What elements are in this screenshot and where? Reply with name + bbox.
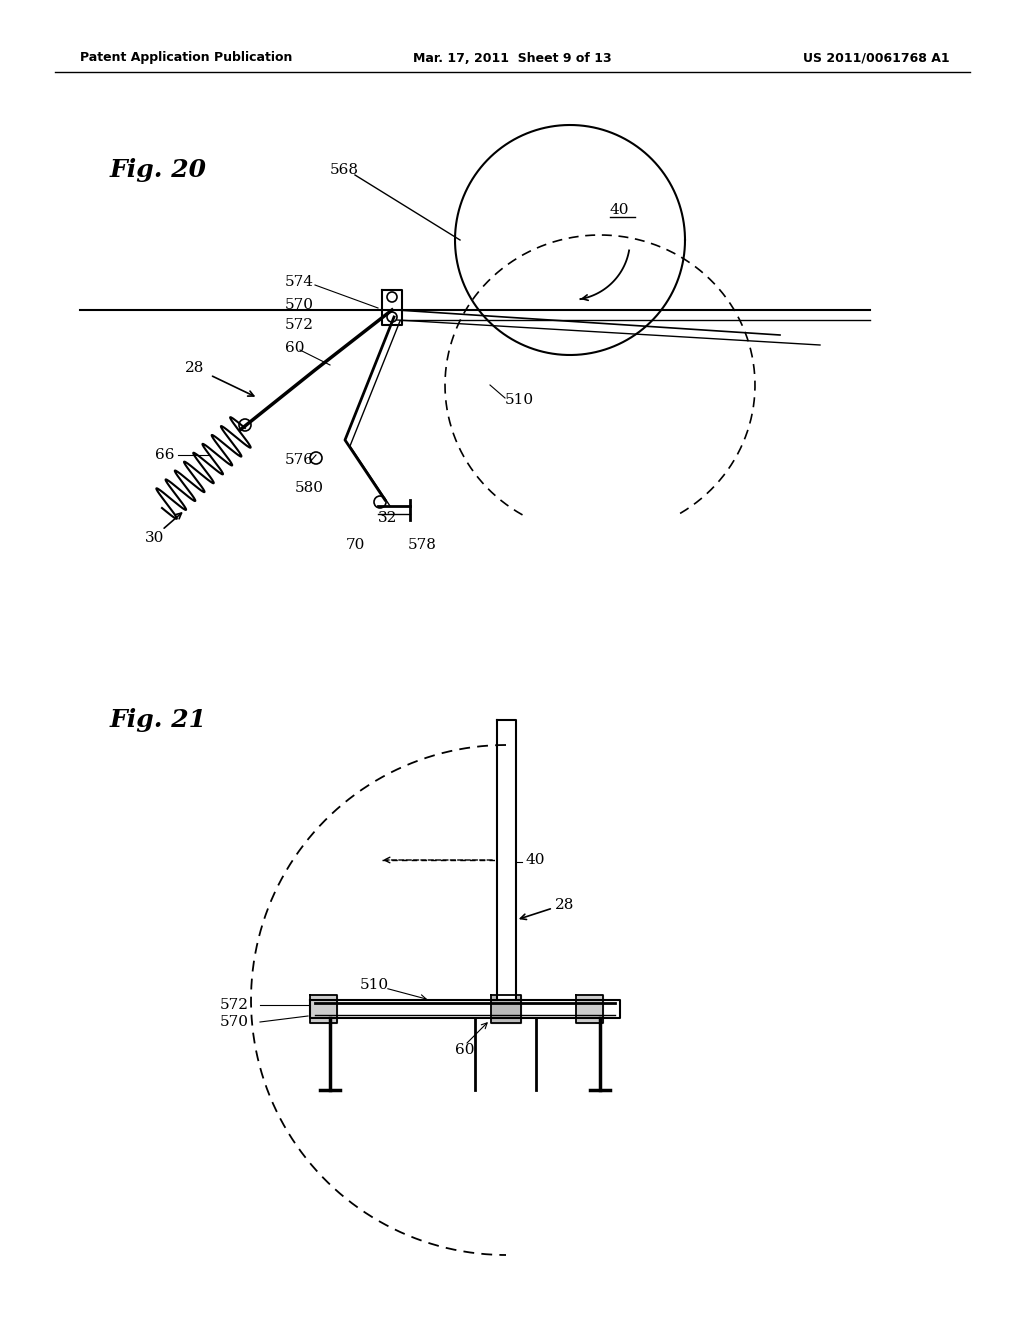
Text: Mar. 17, 2011  Sheet 9 of 13: Mar. 17, 2011 Sheet 9 of 13 bbox=[413, 51, 611, 65]
Text: 60: 60 bbox=[285, 341, 304, 355]
Text: 572: 572 bbox=[220, 998, 249, 1012]
Text: 66: 66 bbox=[155, 447, 174, 462]
Text: Fig. 21: Fig. 21 bbox=[110, 708, 207, 733]
Text: Patent Application Publication: Patent Application Publication bbox=[80, 51, 293, 65]
Text: 30: 30 bbox=[145, 531, 165, 545]
Text: 40: 40 bbox=[610, 203, 630, 216]
Text: 574: 574 bbox=[285, 275, 314, 289]
Text: 572: 572 bbox=[285, 318, 314, 333]
Text: 578: 578 bbox=[408, 539, 437, 552]
Text: 510: 510 bbox=[360, 978, 389, 993]
Text: 28: 28 bbox=[555, 898, 574, 912]
Text: 60: 60 bbox=[455, 1043, 474, 1057]
Text: 570: 570 bbox=[220, 1015, 249, 1030]
Polygon shape bbox=[497, 719, 516, 1001]
Text: Fig. 20: Fig. 20 bbox=[110, 158, 207, 182]
Text: 570: 570 bbox=[285, 298, 314, 312]
Polygon shape bbox=[575, 995, 603, 1023]
Text: 40: 40 bbox=[525, 853, 545, 867]
Polygon shape bbox=[490, 995, 521, 1023]
Text: 580: 580 bbox=[295, 480, 324, 495]
Text: 32: 32 bbox=[378, 511, 397, 525]
Text: 576: 576 bbox=[285, 453, 314, 467]
Polygon shape bbox=[310, 995, 337, 1023]
Text: 568: 568 bbox=[330, 162, 359, 177]
Text: US 2011/0061768 A1: US 2011/0061768 A1 bbox=[804, 51, 950, 65]
Text: 28: 28 bbox=[185, 360, 205, 375]
Text: 510: 510 bbox=[505, 393, 535, 407]
Text: 70: 70 bbox=[345, 539, 365, 552]
Polygon shape bbox=[310, 1001, 620, 1018]
